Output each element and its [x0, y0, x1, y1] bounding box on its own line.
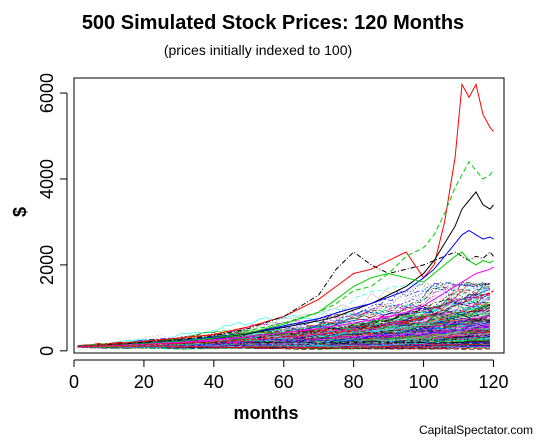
simulated-series-line — [77, 343, 491, 350]
series-line-7 — [77, 266, 494, 348]
simulated-series-line — [77, 325, 491, 348]
x-tick-label: 60 — [274, 372, 294, 392]
y-tick-label: 0 — [37, 346, 57, 356]
simulated-series-line — [77, 292, 491, 348]
simulated-series-line — [77, 289, 491, 348]
simulated-series-line — [77, 293, 491, 347]
chart-subtitle: (prices initially indexed to 100) — [164, 42, 352, 58]
plot-area — [77, 82, 494, 350]
credit-text: CapitalSpectator.com — [419, 423, 533, 437]
plot-frame — [73, 77, 505, 354]
y-tick-label: 2000 — [37, 245, 57, 285]
series-line-5 — [77, 229, 494, 348]
simulated-series-line — [77, 283, 491, 347]
simulated-series-line — [77, 346, 491, 349]
x-tick-label: 0 — [69, 372, 79, 392]
simulated-series-line — [77, 293, 491, 347]
simulated-series-line — [77, 342, 491, 348]
background-series-group — [77, 281, 491, 350]
x-tick-label: 100 — [409, 372, 439, 392]
simulated-series-line — [77, 329, 491, 348]
x-tick-label: 20 — [134, 372, 154, 392]
simulated-series-line — [77, 322, 491, 348]
y-axis: 0 2000 4000 6000 — [37, 73, 68, 356]
series-line-6 — [77, 251, 494, 348]
simulated-series-line — [77, 343, 491, 348]
simulated-series-line — [77, 281, 491, 348]
x-tick-label: 40 — [204, 372, 224, 392]
simulated-series-line — [77, 323, 491, 347]
chart-title: 500 Simulated Stock Prices: 120 Months — [82, 12, 464, 34]
x-axis-label: months — [234, 403, 299, 423]
x-tick-label: 120 — [478, 372, 508, 392]
x-axis: 0 20 40 60 80 100 120 — [69, 359, 509, 392]
series-line-8 — [77, 290, 494, 348]
data-series-group — [77, 82, 494, 348]
x-tick-label: 80 — [344, 372, 364, 392]
y-tick-label: 4000 — [37, 159, 57, 199]
y-axis-label: $ — [10, 207, 30, 217]
simulated-series-line — [77, 314, 491, 347]
series-line-1 — [77, 82, 494, 348]
y-tick-label: 6000 — [37, 73, 57, 113]
